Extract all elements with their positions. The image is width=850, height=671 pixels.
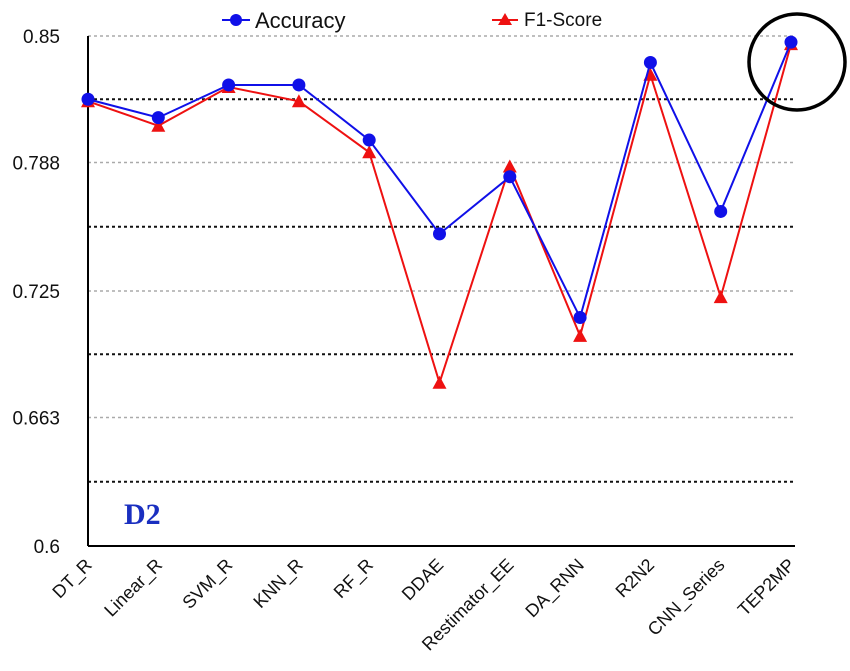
y-tick-label: 0.6: [34, 537, 60, 558]
series-layer: [81, 35, 798, 389]
accuracy-point: [151, 111, 165, 125]
f1-score-point: [573, 328, 588, 342]
x-tick-labels: DT_R Linear_R SVM_R KNN_R RF_R DDAERestimator…: [48, 555, 798, 655]
x-tick-label: SVM_R: [178, 555, 237, 614]
x-tick-label: TEP2MP: [734, 555, 799, 620]
accuracy-point: [643, 56, 657, 70]
y-tick-label: 0.663: [12, 408, 60, 429]
f1-score-point: [291, 94, 306, 108]
accuracy-point: [222, 78, 236, 92]
accuracy-point: [503, 170, 517, 184]
accuracy-point: [784, 35, 798, 49]
f1-score-point: [362, 145, 377, 159]
x-tick-label: DT_R: [48, 555, 96, 603]
legend-accuracy-label: Accuracy: [255, 8, 345, 33]
x-tick-label: RF_R: [330, 555, 378, 603]
panel-label: D2: [124, 498, 161, 531]
x-tick-label: R2N2: [612, 555, 659, 602]
highlight-circle: [747, 12, 847, 112]
series-line-f1-score: [87, 43, 792, 387]
x-tick-label: KNN_R: [249, 555, 307, 613]
axes: [87, 36, 795, 547]
legend-f1-marker: [498, 13, 512, 25]
accuracy-point: [292, 78, 306, 92]
y-tick-label: 0.788: [12, 153, 60, 174]
y-tick-labels: 0.6 0.663 0.725 0.788 0.85: [12, 27, 60, 558]
accuracy-point: [81, 92, 95, 106]
f1-score-point: [151, 118, 166, 132]
legend-f1-label: F1-Score: [524, 10, 602, 31]
series-line-accuracy: [87, 41, 792, 321]
f1-score-point: [502, 159, 517, 173]
grid-lines: [88, 35, 795, 483]
y-tick-label: 0.725: [12, 282, 60, 303]
accuracy-point: [362, 133, 376, 147]
f1-score-point: [713, 290, 728, 304]
accuracy-point: [433, 227, 446, 241]
accuracy-point: [573, 311, 587, 325]
legend-accuracy-marker: [230, 14, 242, 26]
x-tick-label: DA_RNN: [521, 555, 588, 622]
y-tick-label: 0.85: [23, 27, 60, 48]
accuracy-point: [714, 204, 728, 218]
f1-score-point: [432, 375, 447, 389]
x-tick-label: Linear_R: [100, 555, 167, 622]
legend: Accuracy F1-Score: [222, 8, 602, 33]
x-tick-label: DDAE: [398, 555, 448, 605]
